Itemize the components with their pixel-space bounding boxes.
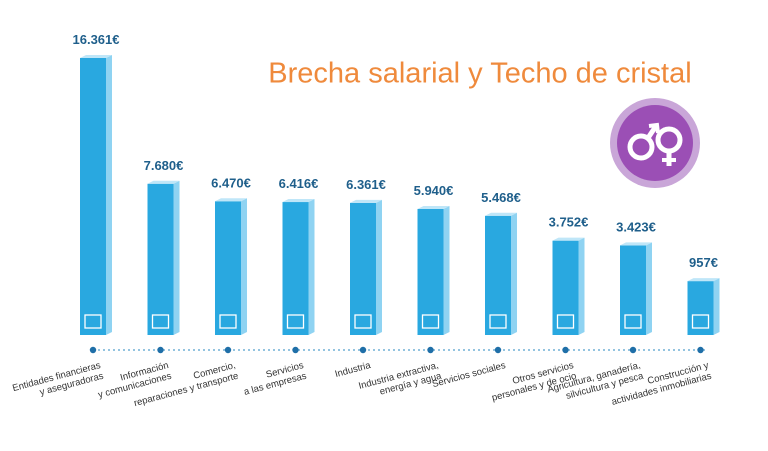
value-label: 5.940€: [414, 183, 454, 198]
bar: [350, 199, 382, 335]
bar: [417, 205, 450, 335]
bar: [552, 237, 585, 335]
value-label: 5.468€: [481, 190, 521, 205]
bar: [282, 199, 315, 335]
value-label: 7.680€: [144, 158, 184, 173]
value-label: 6.416€: [279, 176, 319, 191]
category-dot: [224, 346, 232, 354]
bar: [485, 212, 517, 335]
category-dot: [629, 346, 637, 354]
value-label: 3.423€: [616, 219, 656, 234]
bar: [80, 55, 112, 335]
category-dot: [562, 346, 569, 354]
chart-title: Brecha salarial y Techo de cristal: [268, 58, 691, 90]
gender-icon: [610, 98, 700, 188]
value-label: 16.361€: [73, 32, 120, 47]
bar: [147, 180, 180, 335]
bar: [215, 198, 247, 335]
category-dot: [89, 346, 97, 354]
value-label: 3.752€: [549, 215, 589, 230]
category-dot: [427, 346, 434, 354]
value-label: 6.470€: [211, 175, 251, 190]
category-dot: [697, 346, 704, 354]
bar: [620, 242, 652, 335]
category-dot: [292, 346, 299, 354]
category-dot: [359, 346, 367, 354]
category-dot: [157, 346, 164, 354]
value-label: 6.361€: [346, 177, 386, 192]
bar: [687, 278, 720, 335]
category-dot: [494, 346, 502, 354]
value-label: 957€: [689, 255, 718, 270]
